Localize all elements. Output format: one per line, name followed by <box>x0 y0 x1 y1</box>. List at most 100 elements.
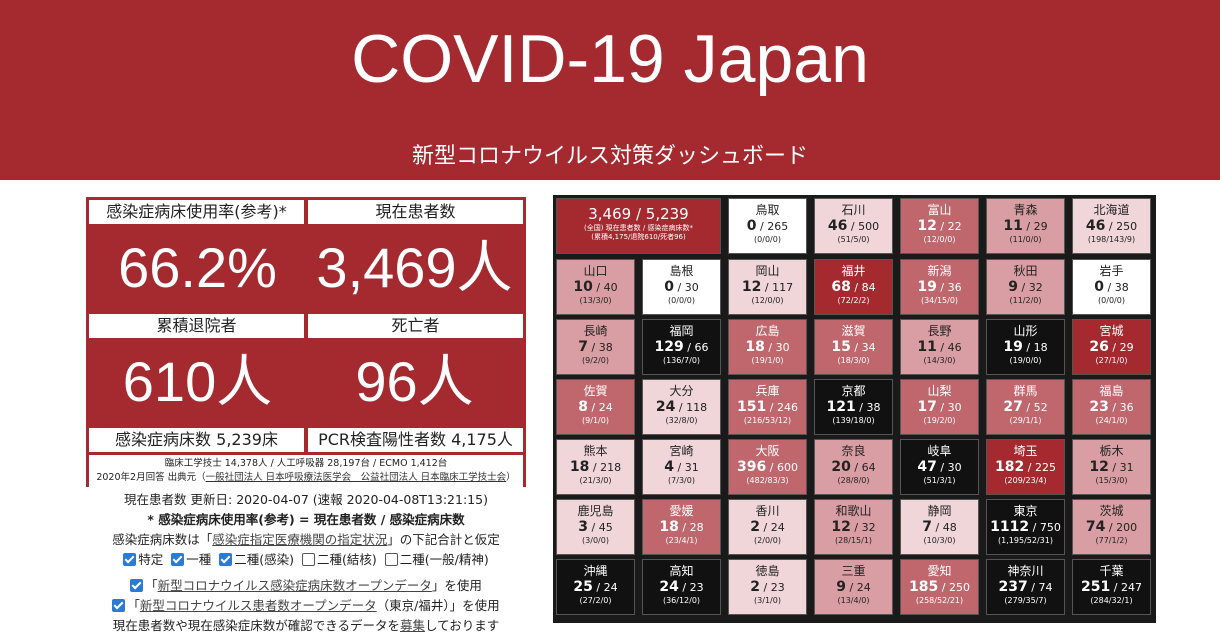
checkbox-nishu-ippan[interactable] <box>384 553 398 566</box>
prefecture-tile[interactable]: 島根 0 / 30 (0/0/0) <box>642 259 721 315</box>
prefecture-tile[interactable]: 岩手 0 / 38 (0/0/0) <box>1072 259 1151 315</box>
prefecture-name: 長野 <box>927 324 952 338</box>
prefecture-tile[interactable]: 長崎 7 / 38 (9/2/0) <box>556 319 635 375</box>
prefecture-tile[interactable]: 山梨 17 / 30 (19/2/0) <box>900 379 979 435</box>
prefecture-tile[interactable]: 岐阜 47 / 30 (51/3/1) <box>900 439 979 495</box>
prefecture-tile[interactable]: 富山 12 / 22 (12/0/0) <box>900 198 979 254</box>
prefecture-tile[interactable]: 秋田 9 / 32 (11/2/0) <box>986 259 1065 315</box>
prefecture-counts: 0 / 265 <box>729 218 806 235</box>
prefecture-counts: 185 / 250 <box>901 579 978 596</box>
prefecture-tile[interactable]: 栃木 12 / 31 (15/3/0) <box>1072 439 1151 495</box>
prefecture-tile[interactable]: 愛知 185 / 250 (258/52/21) <box>900 559 979 615</box>
prefecture-tile[interactable]: 佐賀 8 / 24 (9/1/0) <box>556 379 635 435</box>
checkbox-isshu[interactable] <box>171 553 185 566</box>
prefecture-tile[interactable]: 群馬 27 / 52 (29/1/1) <box>986 379 1065 435</box>
prefecture-tile[interactable]: 三重 9 / 24 (13/4/0) <box>814 559 893 615</box>
checkbox-opendata-patients[interactable] <box>112 599 126 612</box>
opendata-patients-link[interactable]: 新型コロナウイルス患者数オープンデータ <box>139 598 377 613</box>
prefecture-tile[interactable]: 東京 1112 / 750 (1,195/52/31) <box>986 499 1065 555</box>
prefecture-beds: / 32 <box>850 521 876 534</box>
prefecture-counts: 19 / 36 <box>901 279 978 296</box>
prefecture-tile[interactable]: 愛媛 18 / 28 (23/4/1) <box>642 499 721 555</box>
prefecture-name: 福島 <box>1099 384 1124 398</box>
prefecture-tile[interactable]: 宮城 26 / 29 (27/1/0) <box>1072 319 1151 375</box>
prefecture-counts: 20 / 64 <box>815 459 892 476</box>
prefecture-tile[interactable]: 鳥取 0 / 265 (0/0/0) <box>728 198 807 254</box>
prefecture-counts: 0 / 38 <box>1073 279 1150 296</box>
prefecture-tile[interactable]: 沖縄 25 / 24 (27/2/0) <box>556 559 635 615</box>
prefecture-tile[interactable]: 熊本 18 / 218 (21/3/0) <box>556 439 635 495</box>
prefecture-tile[interactable]: 広島 18 / 30 (19/1/0) <box>728 319 807 375</box>
prefecture-beds: / 36 <box>936 281 962 294</box>
national-summary-tile[interactable]: 3,469 / 5,239 (全国) 現在患者数 / 感染症病床数* (累積4,… <box>556 198 721 254</box>
prefecture-patients: 17 <box>917 399 937 415</box>
prefecture-tile[interactable]: 福島 23 / 36 (24/1/0) <box>1072 379 1151 435</box>
prefecture-detail: (0/0/0) <box>754 235 781 244</box>
prefecture-beds: / 34 <box>850 341 876 354</box>
prefecture-tile[interactable]: 神奈川 237 / 74 (279/35/7) <box>986 559 1065 615</box>
prefecture-tile[interactable]: 宮崎 4 / 31 (7/3/0) <box>642 439 721 495</box>
checkbox-nishu-kansen[interactable] <box>219 553 233 566</box>
prefecture-tile[interactable]: 奈良 20 / 64 (28/8/0) <box>814 439 893 495</box>
prefecture-counts: 46 / 500 <box>815 218 892 235</box>
prefecture-tile[interactable]: 大分 24 / 118 (32/8/0) <box>642 379 721 435</box>
prefecture-tile[interactable]: 福井 68 / 84 (72/2/2) <box>814 259 893 315</box>
prefecture-counts: 46 / 250 <box>1073 218 1150 235</box>
prefecture-detail: (28/15/1) <box>834 536 873 545</box>
prefecture-tile[interactable]: 兵庫 151 / 246 (216/53/12) <box>728 379 807 435</box>
prefecture-tile[interactable]: 石川 46 / 500 (51/5/0) <box>814 198 893 254</box>
checkbox-opendata-beds[interactable] <box>130 579 144 592</box>
prefecture-tile[interactable]: 徳島 2 / 23 (3/1/0) <box>728 559 807 615</box>
prefecture-tile[interactable]: 長野 11 / 46 (14/3/0) <box>900 319 979 375</box>
prefecture-counts: 24 / 118 <box>643 399 720 416</box>
prefecture-tile[interactable]: 山形 19 / 18 (19/0/0) <box>986 319 1065 375</box>
prefecture-tile[interactable]: 茨城 74 / 200 (77/1/2) <box>1072 499 1151 555</box>
prefecture-tile[interactable]: 福岡 129 / 66 (136/7/0) <box>642 319 721 375</box>
prefecture-name: 新潟 <box>927 264 952 278</box>
prefecture-tile[interactable]: 新潟 19 / 36 (34/15/0) <box>900 259 979 315</box>
prefecture-tile[interactable]: 千葉 251 / 247 (284/32/1) <box>1072 559 1151 615</box>
prefecture-detail: (136/7/0) <box>662 356 701 365</box>
checkbox-label: 二種(結核) <box>317 552 377 567</box>
prefecture-patients: 0 <box>1094 279 1105 295</box>
formula-text: * 感染症病床使用率(参考) = 現在患者数 / 感染症病床数 <box>147 512 465 527</box>
prefecture-detail: (9/2/0) <box>582 356 609 365</box>
prefecture-patients: 121 <box>826 399 856 415</box>
prefecture-tile[interactable]: 青森 11 / 29 (11/0/0) <box>986 198 1065 254</box>
checkbox-nishu-kekkaku[interactable] <box>302 553 316 566</box>
prefecture-patients: 396 <box>737 459 767 475</box>
prefecture-tile[interactable]: 岡山 12 / 117 (12/0/0) <box>728 259 807 315</box>
prefecture-tile[interactable]: 山口 10 / 40 (13/3/0) <box>556 259 635 315</box>
beds-total: 感染症病床数 5,239床 <box>89 428 304 452</box>
prefecture-tile[interactable]: 和歌山 12 / 32 (28/15/1) <box>814 499 893 555</box>
prefecture-tile[interactable]: 京都 121 / 38 (139/18/0) <box>814 379 893 435</box>
opendata-beds-link[interactable]: 新型コロナウイルス感染症病床数オープンデータ <box>157 578 432 593</box>
prefecture-detail: (11/0/0) <box>1009 235 1042 244</box>
checkbox-tokutei[interactable] <box>123 553 137 566</box>
checkbox-label: 二種(感染) <box>234 552 295 567</box>
source-link[interactable]: 一般社団法人 日本呼吸療法医学会 公益社団法人 日本臨床工学技士会 <box>205 472 507 483</box>
prefecture-tile[interactable]: 鹿児島 3 / 45 (3/0/0) <box>556 499 635 555</box>
prefecture-tile[interactable]: 大阪 396 / 600 (482/83/3) <box>728 439 807 495</box>
prefecture-name: 鳥取 <box>755 203 780 217</box>
prefecture-detail: (12/0/0) <box>923 235 956 244</box>
prefecture-name: 香川 <box>755 504 780 518</box>
prefecture-tile[interactable]: 滋賀 15 / 34 (18/3/0) <box>814 319 893 375</box>
prefecture-tile[interactable]: 北海道 46 / 250 (198/143/9) <box>1072 198 1151 254</box>
prefecture-beds: / 250 <box>938 581 970 594</box>
prefecture-counts: 182 / 225 <box>987 459 1064 476</box>
prefecture-name: 青森 <box>1013 203 1038 217</box>
prefecture-tile[interactable]: 香川 2 / 24 (2/0/0) <box>728 499 807 555</box>
prefecture-counts: 11 / 29 <box>987 218 1064 235</box>
prefecture-name: 千葉 <box>1099 564 1124 578</box>
prefecture-beds: / 84 <box>850 281 876 294</box>
designation-link[interactable]: 感染症指定医療機関の指定状況 <box>212 532 388 547</box>
prefecture-tile[interactable]: 高知 24 / 23 (36/12/0) <box>642 559 721 615</box>
prefecture-detail: (198/143/9) <box>1087 235 1136 244</box>
prefecture-name: 徳島 <box>755 564 780 578</box>
recruit-link[interactable]: 募集 <box>399 618 425 633</box>
prefecture-tile[interactable]: 埼玉 182 / 225 (209/23/4) <box>986 439 1065 495</box>
prefecture-tile[interactable]: 静岡 7 / 48 (10/3/0) <box>900 499 979 555</box>
deaths-label: 死亡者 <box>308 314 523 338</box>
prefecture-patients: 68 <box>831 279 851 295</box>
